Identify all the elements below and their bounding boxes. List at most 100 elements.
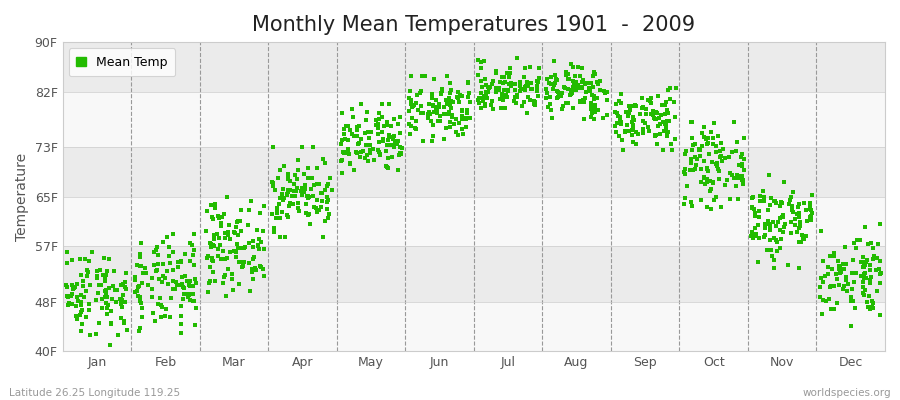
- Point: [412, 90, 427, 96]
- Point: [325, 187, 339, 193]
- Point: [174, 258, 188, 265]
- Point: [373, 151, 387, 157]
- Point: [597, 88, 611, 94]
- Point: [443, 79, 457, 86]
- Point: [95, 296, 110, 302]
- Point: [793, 218, 807, 225]
- Point: [650, 141, 664, 148]
- Point: [434, 91, 448, 98]
- Point: [271, 175, 285, 181]
- Point: [309, 205, 323, 211]
- Point: [768, 198, 782, 204]
- Point: [756, 234, 770, 241]
- Point: [184, 282, 198, 289]
- Point: [569, 87, 583, 94]
- Point: [269, 205, 284, 212]
- Point: [482, 84, 497, 91]
- Point: [251, 242, 266, 248]
- Point: [708, 194, 723, 200]
- Point: [132, 298, 147, 304]
- Point: [583, 88, 598, 94]
- Point: [130, 262, 145, 269]
- Point: [648, 116, 662, 122]
- Point: [183, 258, 197, 264]
- Point: [246, 244, 260, 250]
- Point: [857, 271, 871, 278]
- Point: [860, 257, 874, 264]
- Point: [291, 166, 305, 173]
- Point: [416, 109, 430, 116]
- Point: [660, 129, 674, 135]
- Point: [401, 120, 416, 127]
- Point: [178, 250, 193, 257]
- Point: [64, 301, 78, 307]
- Point: [526, 98, 541, 104]
- Point: [435, 88, 449, 94]
- Point: [748, 212, 762, 219]
- Point: [429, 110, 444, 116]
- Point: [685, 147, 699, 153]
- Point: [709, 142, 724, 149]
- Point: [641, 124, 655, 130]
- Point: [98, 278, 112, 284]
- Point: [615, 137, 629, 144]
- Point: [447, 121, 462, 127]
- Point: [706, 179, 720, 185]
- Point: [421, 101, 436, 107]
- Point: [420, 114, 435, 121]
- Point: [688, 154, 703, 160]
- Point: [425, 90, 439, 97]
- Point: [555, 102, 570, 109]
- Point: [408, 101, 422, 108]
- Point: [300, 193, 314, 199]
- Point: [860, 259, 874, 265]
- Point: [409, 100, 423, 106]
- Point: [415, 73, 429, 79]
- Point: [544, 81, 558, 87]
- Point: [856, 254, 870, 260]
- Point: [633, 111, 647, 118]
- Point: [154, 314, 168, 321]
- Point: [66, 286, 80, 292]
- Point: [865, 297, 879, 304]
- Point: [439, 73, 454, 80]
- Point: [648, 116, 662, 122]
- Point: [520, 110, 535, 116]
- Point: [587, 116, 601, 122]
- Point: [853, 236, 868, 243]
- Title: Monthly Mean Temperatures 1901  -  2009: Monthly Mean Temperatures 1901 - 2009: [252, 15, 696, 35]
- Point: [74, 300, 88, 306]
- Point: [310, 164, 324, 171]
- Point: [180, 278, 194, 284]
- Point: [578, 95, 592, 101]
- Point: [220, 254, 235, 261]
- Point: [160, 268, 175, 274]
- Point: [693, 147, 707, 153]
- Point: [323, 175, 338, 181]
- Point: [273, 215, 287, 222]
- Point: [587, 93, 601, 99]
- Point: [112, 296, 127, 302]
- Point: [557, 84, 572, 91]
- Point: [118, 298, 132, 305]
- Point: [489, 89, 503, 95]
- Point: [483, 84, 498, 90]
- Point: [403, 97, 418, 104]
- Point: [448, 128, 463, 135]
- Point: [824, 306, 838, 312]
- Point: [770, 222, 784, 229]
- Point: [166, 286, 180, 292]
- Point: [735, 172, 750, 179]
- Point: [752, 198, 767, 204]
- Point: [575, 65, 590, 71]
- Point: [380, 142, 394, 148]
- Point: [214, 213, 229, 220]
- Point: [589, 70, 603, 77]
- Point: [614, 121, 628, 127]
- Point: [751, 259, 765, 266]
- Point: [564, 86, 579, 93]
- Point: [163, 260, 177, 266]
- Point: [266, 229, 281, 235]
- Point: [60, 284, 75, 290]
- Point: [629, 140, 643, 147]
